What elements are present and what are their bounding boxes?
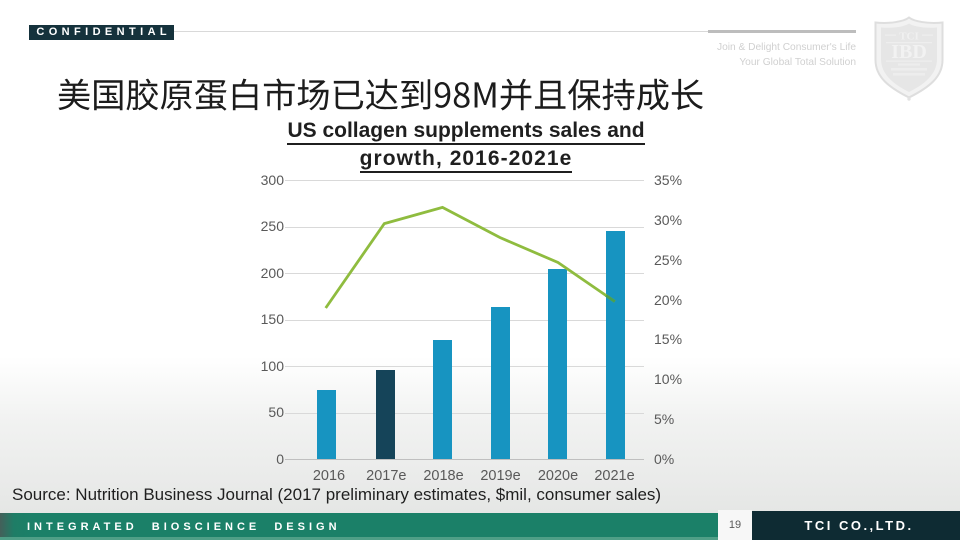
svg-text:TCI: TCI [899,31,919,43]
svg-text:IBD: IBD [891,41,927,63]
